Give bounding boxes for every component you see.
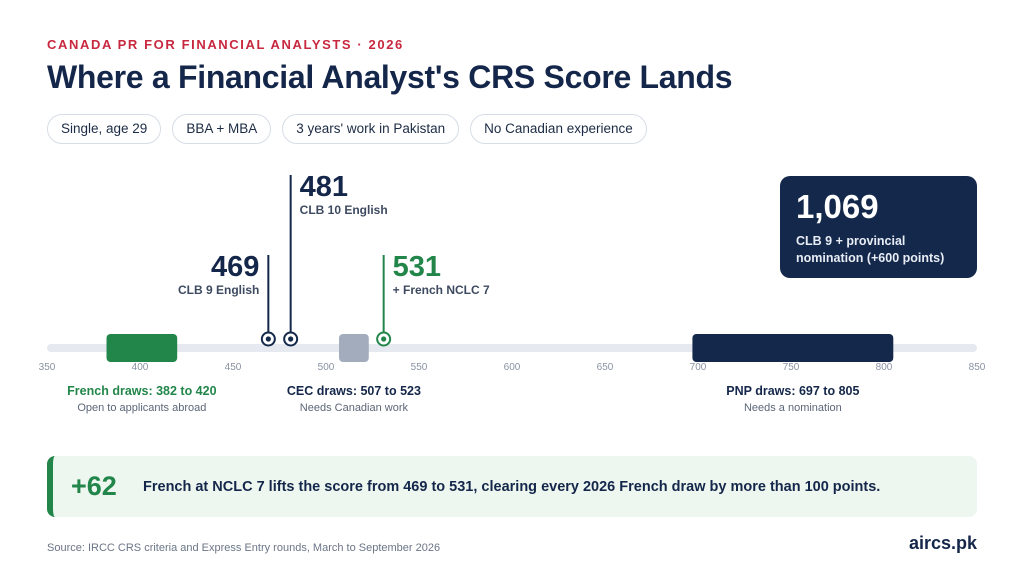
axis-tick-label: 700 <box>690 362 707 373</box>
marker-dot-clb9 <box>265 336 271 342</box>
nomination-score: 1,069 <box>796 188 879 225</box>
eyebrow-label: CANADA PR FOR FINANCIAL ANALYSTS · 2026 <box>47 37 404 52</box>
source-note: Source: IRCC CRS criteria and Express En… <box>47 542 441 554</box>
chip-education: BBA + MBA <box>172 114 272 144</box>
axis-tick-label: 750 <box>783 362 800 373</box>
callout-delta: +62 <box>71 471 117 501</box>
page-title: Where a Financial Analyst's CRS Score La… <box>47 59 733 95</box>
range-label-french: French draws: 382 to 420 <box>67 384 216 398</box>
chip-canadian-experience: No Canadian experience <box>470 114 647 144</box>
callout-message: French at NCLC 7 lifts the score from 46… <box>143 478 881 495</box>
axis-tick-label: 450 <box>225 362 242 373</box>
axis-tick-label: 800 <box>876 362 893 373</box>
range-bar-french <box>106 334 178 362</box>
marker-dot-french7 <box>381 336 387 342</box>
axis-tick-label: 500 <box>318 362 335 373</box>
marker-value-clb9: 469 <box>211 251 259 283</box>
range-sublabel-pnp: Needs a nomination <box>744 402 842 414</box>
nomination-caption-line2: nomination (+600 points) <box>796 251 945 265</box>
marker-dot-clb10 <box>288 336 294 342</box>
marker-value-french7: 531 <box>393 251 441 283</box>
marker-value-clb10: 481 <box>300 171 348 203</box>
range-label-cec: CEC draws: 507 to 523 <box>287 384 421 398</box>
axis-tick-label: 600 <box>504 362 521 373</box>
axis-tick-label: 350 <box>39 362 56 373</box>
range-bar-cec <box>339 334 369 362</box>
chip-status: Single, age 29 <box>47 114 162 144</box>
chip-work: 3 years' work in Pakistan <box>282 114 460 144</box>
marker-sublabel-french7: + French NCLC 7 <box>393 283 490 297</box>
axis-tick-label: 650 <box>597 362 614 373</box>
axis-tick-label: 400 <box>132 362 149 373</box>
nomination-caption: CLB 9 + provincial nomination (+600 poin… <box>796 233 961 267</box>
callout-box: +62 French at NCLC 7 lifts the score fro… <box>47 456 977 517</box>
axis-tick-label: 550 <box>411 362 428 373</box>
marker-sublabel-clb9: CLB 9 English <box>178 283 259 297</box>
axis-tick-label: 850 <box>969 362 986 373</box>
range-sublabel-french: Open to applicants abroad <box>77 402 206 414</box>
range-bar-pnp <box>692 334 894 362</box>
marker-sublabel-clb10: CLB 10 English <box>300 203 388 217</box>
brand-link[interactable]: aircs.pk <box>908 533 977 553</box>
nomination-caption-line1: CLB 9 + provincial <box>796 234 906 248</box>
profile-chips: Single, age 29 BBA + MBA 3 years' work i… <box>47 114 647 144</box>
range-label-pnp: PNP draws: 697 to 805 <box>726 384 859 398</box>
nomination-score-card: 1,069 CLB 9 + provincial nomination (+60… <box>780 176 977 278</box>
range-sublabel-cec: Needs Canadian work <box>300 402 409 414</box>
